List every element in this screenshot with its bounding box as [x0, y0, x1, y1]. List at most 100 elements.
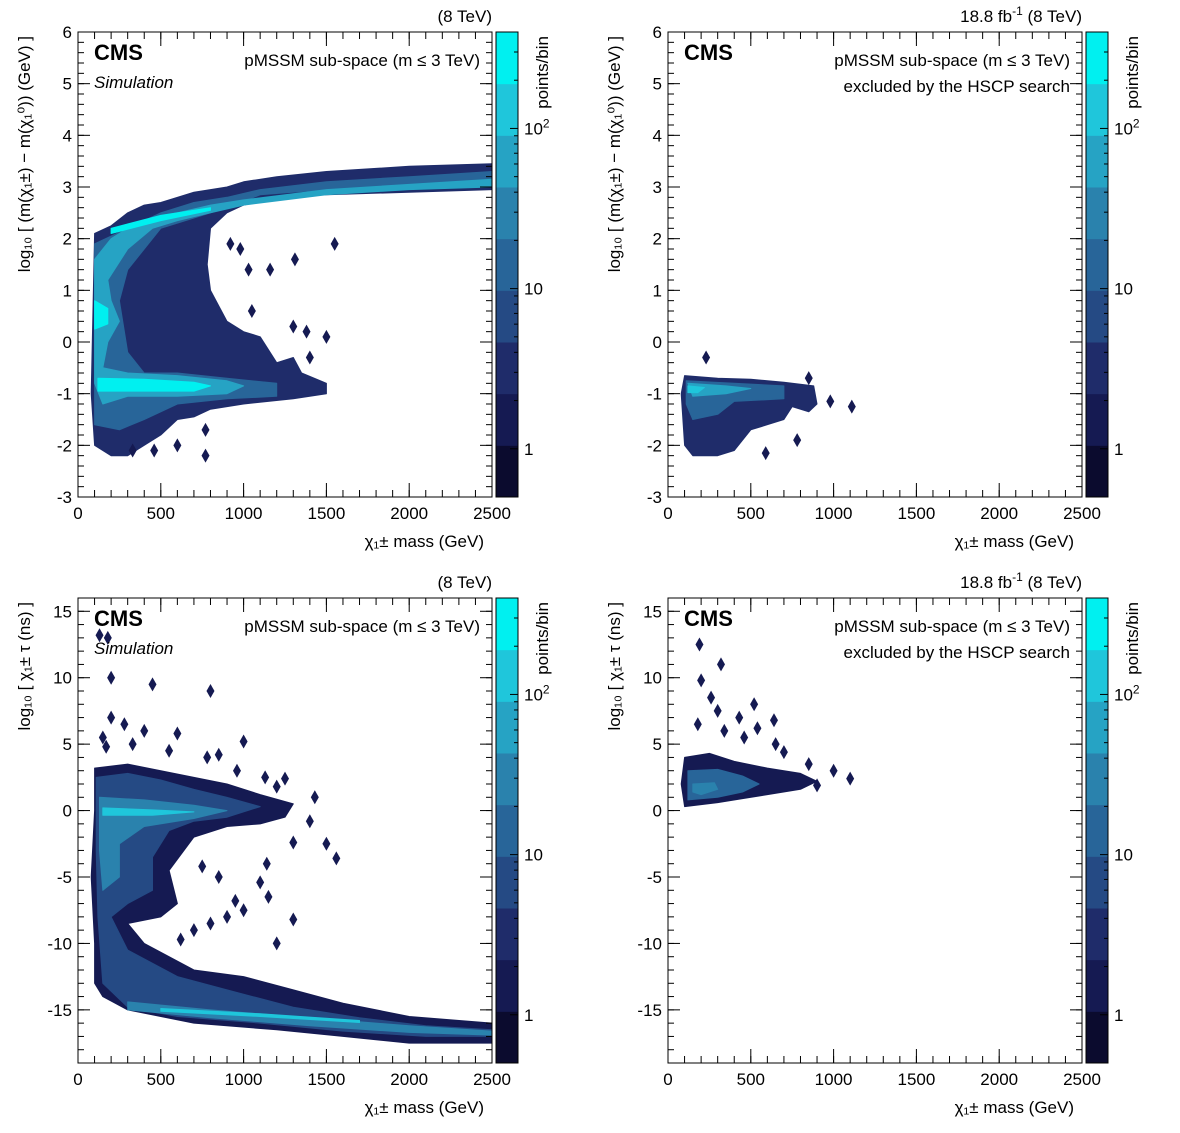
- colorbar-tick-label: 10: [524, 846, 543, 865]
- density-island: [236, 242, 245, 256]
- density-island: [793, 433, 802, 448]
- density-island: [262, 856, 271, 871]
- x-tick-label: 2500: [1063, 504, 1101, 523]
- density-island: [173, 726, 182, 741]
- x-tick-label: 1000: [225, 504, 263, 523]
- x-tick-label: 1000: [815, 504, 853, 523]
- y-tick-label: 10: [53, 669, 72, 688]
- density-island: [289, 319, 298, 334]
- x-tick-label: 1500: [897, 1070, 935, 1089]
- density-island: [232, 763, 241, 778]
- density-island: [289, 835, 298, 850]
- annotation-line: excluded by the HSCP search: [844, 77, 1070, 96]
- density-island: [247, 304, 256, 318]
- density-island: [107, 670, 116, 685]
- density-island: [695, 637, 704, 652]
- x-tick-label: 500: [147, 1070, 175, 1089]
- density-island: [310, 790, 319, 805]
- y-tick-label: 10: [643, 669, 662, 688]
- density-region: [110, 207, 211, 234]
- x-tick-label: 1500: [307, 504, 345, 523]
- density-island: [735, 710, 744, 725]
- y-tick-label: -2: [57, 436, 72, 455]
- y-tick-label: 2: [63, 230, 72, 249]
- x-tick-label: 1500: [897, 504, 935, 523]
- density-island: [231, 893, 240, 908]
- y-tick-label: -5: [57, 868, 72, 887]
- density-island: [302, 324, 311, 339]
- plot-frame: [77, 597, 493, 1064]
- y-axis-title: log₁₀ [ χ₁± τ (ns) ]: [605, 602, 624, 731]
- lumi-label: (8 TeV): [438, 7, 493, 26]
- x-tick-label: 0: [73, 504, 82, 523]
- panel-bottom-right: 0 500 1000 1500 2000 2500 -15 -10 -5 0 5 10 15 1 10 102…: [590, 566, 1180, 1132]
- annotation-line: pMSSM sub-space (m ≤ 3 TeV): [244, 51, 480, 70]
- y-axis-title: log₁₀ [ χ₁± τ (ns) ]: [15, 602, 34, 731]
- density-island: [95, 628, 104, 643]
- y-tick-label: 0: [63, 802, 72, 821]
- y-tick-label: 0: [653, 333, 662, 352]
- density-island: [266, 262, 275, 277]
- density-island: [290, 252, 299, 267]
- colorbar-tick-label: 10: [1114, 846, 1133, 865]
- y-tick-label: -3: [57, 488, 72, 507]
- y-tick-label: -1: [647, 385, 662, 404]
- colorbar-label: points/bin: [533, 602, 552, 675]
- colorbar-tick-label: 1: [524, 440, 533, 459]
- colorbar: 1 10 102: [1085, 31, 1140, 498]
- density-island: [206, 916, 215, 931]
- density-region: [99, 796, 228, 891]
- colorbar-tick-label: 1: [524, 1006, 533, 1025]
- annotation-line: pMSSM sub-space (m ≤ 3 TeV): [834, 617, 1070, 636]
- colorbar-tick-label: 102: [524, 682, 550, 704]
- plot-frame: [667, 31, 1083, 498]
- x-tick-label: 2000: [390, 1070, 428, 1089]
- density-island: [264, 889, 273, 904]
- y-tick-label: 5: [653, 735, 662, 754]
- density-island: [239, 903, 248, 918]
- density-island: [176, 932, 185, 947]
- cms-label: CMS: [94, 606, 143, 631]
- y-tick-label: -10: [637, 934, 662, 953]
- colorbar: 1 10 102: [1085, 597, 1140, 1064]
- x-axis-title: χ₁± mass (GeV): [955, 532, 1074, 551]
- x-tick-label: 2000: [980, 504, 1018, 523]
- y-tick-label: 15: [53, 602, 72, 621]
- y-tick-label: 6: [653, 23, 662, 42]
- density-island: [720, 723, 729, 738]
- density-island: [693, 717, 702, 732]
- density-island: [702, 350, 711, 365]
- density-island: [716, 657, 725, 672]
- density-island: [103, 630, 112, 645]
- x-tick-label: 2000: [390, 504, 428, 523]
- x-tick-label: 1000: [225, 1070, 263, 1089]
- colorbar-label: points/bin: [533, 36, 552, 109]
- lumi-label: 18.8 fb-1 (8 TeV): [960, 570, 1082, 592]
- density-island: [214, 747, 223, 762]
- density-island: [140, 723, 149, 738]
- density-island: [713, 703, 722, 718]
- density-island: [740, 730, 749, 745]
- panel-bottom-left: 0 500 1000 1500 2000 2500 -15 -10 -5 0 5 10 15 1 10 102…: [0, 566, 590, 1132]
- x-tick-label: 2500: [473, 1070, 511, 1089]
- x-tick-label: 2500: [473, 504, 511, 523]
- y-tick-label: 4: [63, 126, 72, 145]
- y-tick-label: 5: [653, 75, 662, 94]
- panel-top-left: 0 500 1000 1500 2000 2500 -3 -2 -1 0 1 2 3 4 5 6 1 10 102 p…: [0, 0, 590, 566]
- density-region: [687, 385, 705, 394]
- density-island: [206, 684, 215, 698]
- chart-svg: 0 500 1000 1500 2000 2500 -3 -2 -1 0 1 2 3 4 5 6 1 10 102 p…: [15, 7, 552, 551]
- y-tick-label: -1: [57, 385, 72, 404]
- density-island: [272, 779, 281, 794]
- density-island: [829, 763, 838, 778]
- density-island: [165, 743, 174, 758]
- y-tick-label: 5: [63, 735, 72, 754]
- density-region: [90, 763, 492, 1044]
- annotation-line: pMSSM sub-space (m ≤ 3 TeV): [244, 617, 480, 636]
- density-island: [826, 394, 835, 409]
- colorbar-label: points/bin: [1123, 602, 1142, 675]
- x-tick-label: 500: [147, 504, 175, 523]
- density-island: [753, 721, 762, 736]
- colorbar-tick-label: 10: [1114, 280, 1133, 299]
- density-island: [107, 710, 116, 725]
